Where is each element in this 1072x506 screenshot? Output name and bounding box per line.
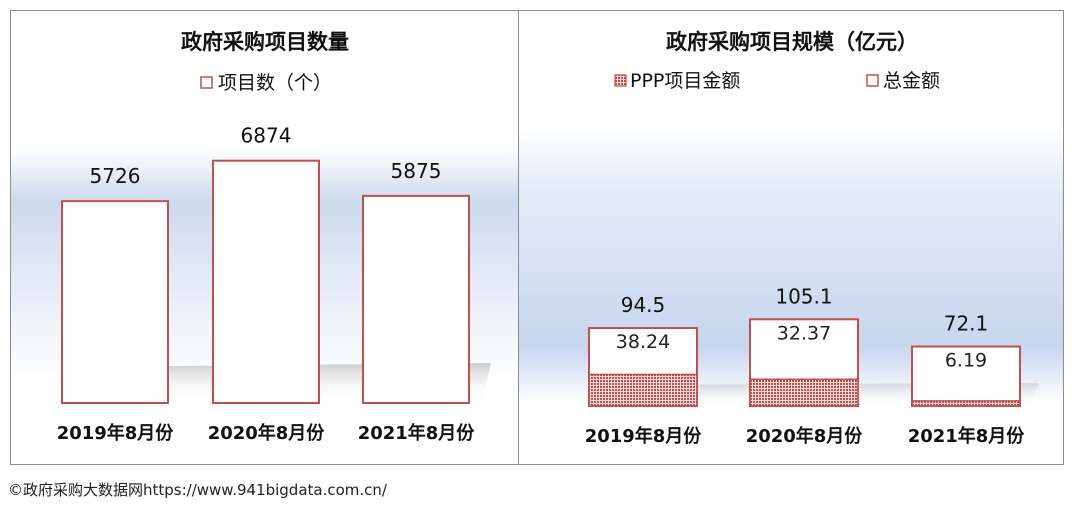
bar-ppp-1 [749,378,859,407]
legend-swatch-count [200,76,213,89]
bar-total-2 [911,345,1021,407]
data-label-ppp-2: 6.19 [945,350,987,372]
chart-title: 政府采购项目数量 [181,30,349,54]
category-label-1: 2020年8月份 [208,422,326,444]
bar-count-2 [362,194,470,404]
bars-group: 5726 2019年8月份 6874 2020年8月份 5875 2021年8月份 [57,124,476,444]
bar-ppp-0 [588,373,698,407]
category-label-2: 2021年8月份 [358,422,476,444]
legend-label-ppp: PPP项目金额 [630,70,740,92]
copyright-footer: ©政府采购大数据网https://www.941bigdata.com.cn/ [8,481,387,499]
chart-title: 政府采购项目规模（亿元） [666,30,918,54]
data-label-count-2: 5875 [391,159,442,183]
project-count-chart: 政府采购项目数量 项目数（个） 5726 2019年8月份 6874 2020年8月份… [11,11,518,464]
right-chart-panel: 政府采购项目规模（亿元） PPP项目金额 总金额 94.5 38.24 2019年8… [518,10,1064,465]
data-label-count-1: 6874 [241,124,292,148]
category-label-2: 2021年8月份 [908,425,1026,447]
left-chart-panel: 政府采购项目数量 项目数（个） 5726 2019年8月份 6874 2020年8月份… [10,10,519,465]
data-label-count-0: 5726 [90,164,141,188]
bar-ppp-2 [911,400,1021,407]
category-label-1: 2020年8月份 [746,425,864,447]
legend-label-total: 总金额 [883,70,940,92]
bar-count-0 [61,200,169,404]
category-label-0: 2019年8月份 [57,422,175,444]
bars-group: 94.5 38.24 2019年8月份 105.1 32.37 2020年8月份 72.1 6… [585,284,1026,447]
data-label-ppp-0: 38.24 [616,331,670,353]
legend-label-count: 项目数（个） [218,72,332,94]
data-label-total-1: 105.1 [775,284,832,308]
bar-count-1 [212,159,320,404]
data-label-total-0: 94.5 [621,293,666,317]
data-label-total-2: 72.1 [944,312,989,336]
legend-swatch-total [866,74,879,87]
data-label-ppp-1: 32.37 [777,322,831,344]
category-label-0: 2019年8月份 [585,425,703,447]
project-scale-chart: 政府采购项目规模（亿元） PPP项目金额 总金额 94.5 38.24 2019年8… [519,11,1063,464]
legend-swatch-ppp [614,74,627,87]
